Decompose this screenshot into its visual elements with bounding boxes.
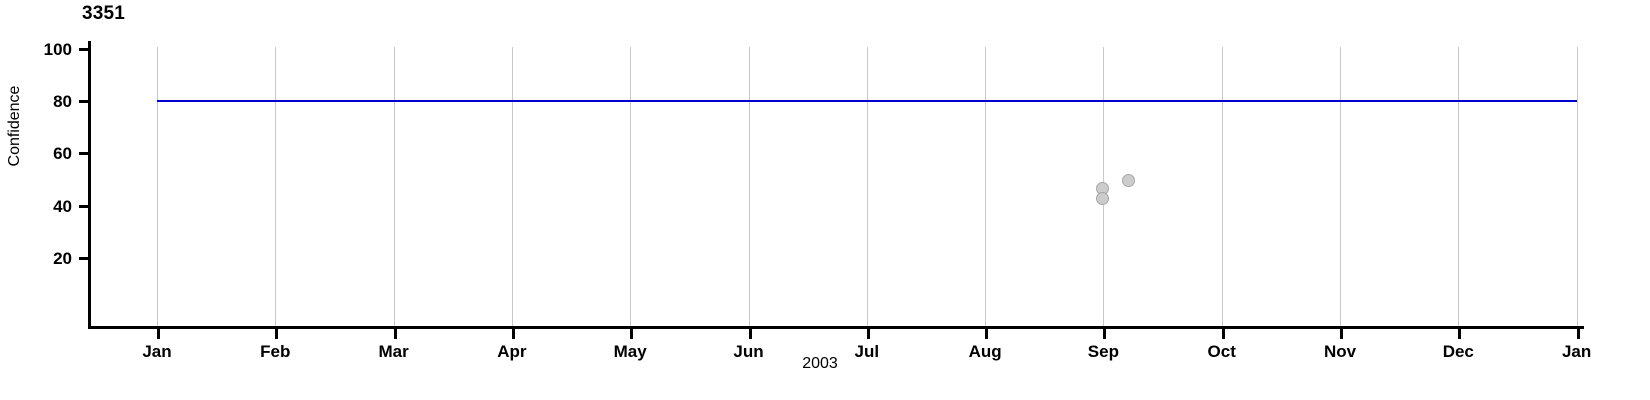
gridline-jul-6: [866, 47, 868, 326]
gridline-may-4: [630, 47, 632, 326]
x-tick-label-12: Jan: [1561, 342, 1592, 361]
y-tick-mark-20: [79, 257, 89, 260]
gridline-nov-10: [1340, 47, 1341, 326]
x-tick-mark-1: [275, 329, 279, 339]
x-axis-line: [88, 326, 1584, 329]
x-tick-mark-2: [393, 329, 397, 339]
y-tick-label-60: 60: [53, 144, 72, 164]
y-tick-mark-100: [79, 47, 89, 51]
gridline-aug-7: [985, 47, 987, 326]
y-tick-label-80: 80: [53, 92, 72, 111]
data-point-0-1[interactable]: [1096, 192, 1110, 206]
chart-title: 3351: [82, 3, 126, 24]
x-tick-mark-5: [748, 329, 752, 339]
y-axis-line: [88, 41, 91, 328]
x-tick-mark-11: [1458, 329, 1462, 339]
data-point-0-2[interactable]: [1122, 174, 1136, 188]
x-tick-label-7: Aug: [968, 342, 1002, 361]
x-tick-mark-0: [157, 329, 160, 339]
x-tick-mark-3: [511, 329, 515, 339]
x-tick-label-2: Mar: [378, 342, 409, 361]
gridline-mar-2: [393, 47, 395, 326]
x-tick-label-11: Dec: [1442, 342, 1474, 361]
x-tick-label-6: Jul: [854, 342, 880, 361]
y-tick-mark-40: [79, 204, 89, 208]
x-tick-mark-7: [985, 329, 989, 339]
x-tick-mark-9: [1221, 329, 1225, 339]
x-tick-label-3: Apr: [497, 342, 527, 361]
x-tick-label-10: Nov: [1323, 342, 1357, 361]
y-tick-label-20: 20: [53, 249, 72, 268]
y-tick-label-100: 100: [43, 39, 72, 59]
x-axis-title: 2003: [802, 355, 838, 372]
x-tick-label-9: Oct: [1207, 342, 1236, 361]
x-tick-label-1: Feb: [260, 342, 291, 361]
x-tick-label-8: Sep: [1087, 342, 1119, 361]
gridline-oct-9: [1221, 47, 1223, 326]
gridline-jan-12: [1576, 47, 1578, 326]
gridline-jun-5: [748, 47, 750, 326]
x-tick-mark-12: [1576, 329, 1580, 339]
y-axis-title: Confidence: [6, 85, 23, 167]
y-tick-mark-60: [79, 152, 89, 156]
x-tick-label-0: Jan: [142, 342, 172, 361]
x-tick-mark-10: [1340, 329, 1343, 339]
y-tick-label-40: 40: [53, 196, 72, 216]
x-tick-mark-8: [1103, 329, 1107, 339]
y-tick-mark-80: [79, 100, 89, 103]
confidence-threshold-line: [157, 100, 1577, 102]
x-tick-mark-4: [630, 329, 634, 339]
gridline-apr-3: [511, 47, 513, 326]
x-tick-mark-6: [866, 329, 870, 339]
gridline-jan-0: [157, 47, 158, 326]
x-tick-label-5: Jun: [733, 342, 764, 361]
gridline-feb-1: [275, 47, 277, 326]
x-tick-label-4: May: [613, 342, 647, 361]
gridline-dec-11: [1458, 47, 1460, 326]
